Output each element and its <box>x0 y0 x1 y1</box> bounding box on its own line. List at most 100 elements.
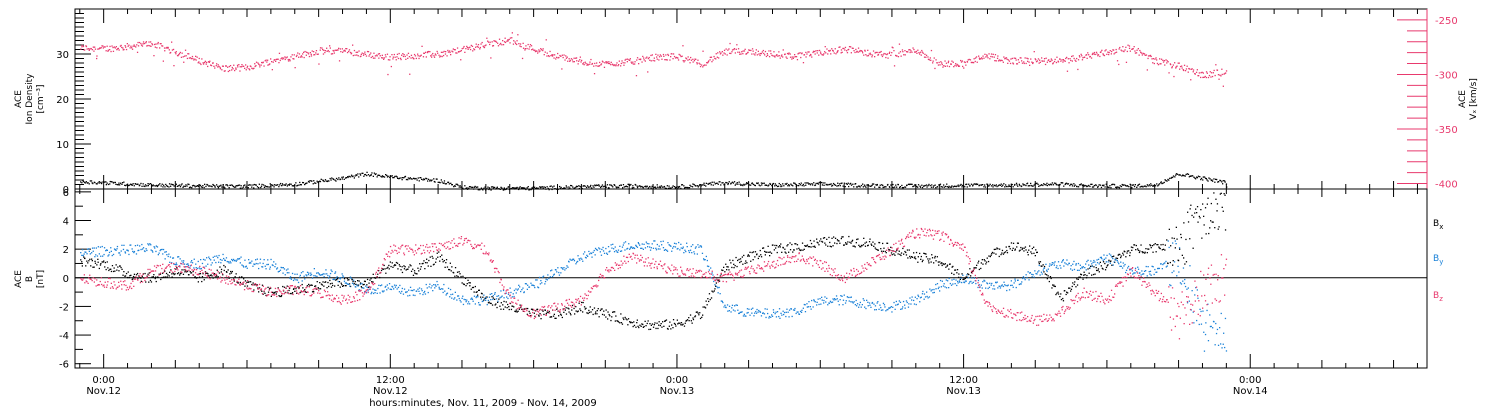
bx-point <box>603 310 605 312</box>
bx-point <box>1201 237 1203 239</box>
vx-point <box>814 50 816 53</box>
bx-point <box>472 286 475 289</box>
bx-point <box>401 271 404 274</box>
by-point <box>232 260 234 262</box>
bx-point <box>928 262 930 264</box>
vx-point <box>125 46 127 48</box>
bx-point <box>1086 274 1088 277</box>
bx-point <box>776 251 778 254</box>
by-point <box>351 282 354 284</box>
vx-point <box>197 62 199 64</box>
vx-point <box>579 59 581 61</box>
bx-point <box>718 280 721 282</box>
density-point <box>182 186 184 188</box>
by-point <box>696 253 698 255</box>
by-point <box>653 240 655 242</box>
bx-point <box>664 320 666 322</box>
vx-point <box>559 54 561 57</box>
bx-point <box>708 300 710 303</box>
vx-point <box>643 57 645 59</box>
bx-point <box>975 267 977 269</box>
density-point <box>232 185 234 187</box>
density-point <box>1091 183 1093 185</box>
vx-point <box>573 57 575 59</box>
vx-point <box>666 59 668 61</box>
vx-point <box>851 47 853 49</box>
bx-point <box>914 256 916 258</box>
density-point <box>208 185 211 187</box>
bx-point <box>798 247 800 249</box>
density-point <box>1139 186 1141 188</box>
bx-point <box>117 266 119 268</box>
vx-point <box>246 65 249 67</box>
vx-point <box>1077 68 1079 71</box>
vx-point <box>310 53 312 55</box>
by-point <box>518 284 520 286</box>
bx-point <box>1016 242 1019 244</box>
density-point <box>521 187 523 189</box>
bx-point <box>958 273 960 275</box>
bx-point <box>1149 244 1151 246</box>
density-point <box>586 185 589 187</box>
by-point <box>793 309 796 311</box>
vx-point <box>600 63 603 65</box>
density-point <box>940 186 942 188</box>
by-point <box>755 312 758 314</box>
density-point <box>731 181 734 183</box>
density-point <box>187 183 189 185</box>
density-point <box>451 184 453 186</box>
density-point <box>299 184 302 186</box>
vx-point <box>188 57 191 59</box>
vx-point <box>423 52 425 54</box>
bx-point <box>500 302 502 304</box>
density-point <box>233 186 235 188</box>
bx-point <box>394 264 396 266</box>
density-point <box>1164 179 1166 181</box>
vx-point <box>1124 49 1126 51</box>
bx-point <box>318 288 320 290</box>
by-point <box>810 308 812 310</box>
by-point <box>512 293 514 295</box>
by-point <box>905 300 908 302</box>
bx-point <box>427 265 429 267</box>
bx-point <box>1209 227 1211 229</box>
vx-point <box>1171 66 1173 68</box>
by-point <box>893 301 895 304</box>
by-point <box>401 287 403 290</box>
density-point <box>914 184 916 186</box>
bx-point <box>577 310 579 312</box>
bx-point <box>851 239 854 241</box>
bx-point <box>1113 255 1115 257</box>
by-point <box>172 257 174 259</box>
bx-point <box>917 256 919 258</box>
by-point <box>86 248 89 250</box>
bx-point <box>600 308 602 310</box>
by-point <box>949 282 951 285</box>
vx-point <box>462 47 465 49</box>
bx-point <box>669 321 671 323</box>
by-point <box>663 249 666 251</box>
bx-point <box>186 271 188 273</box>
bx-point <box>898 250 900 252</box>
bx-point <box>1170 245 1172 247</box>
bx-point <box>651 323 654 325</box>
bx-point <box>845 243 847 245</box>
bx-point <box>410 270 413 272</box>
density-point <box>840 182 842 185</box>
by-point <box>948 287 950 289</box>
vx-point <box>1096 53 1098 55</box>
vx-point <box>360 55 362 57</box>
density-point <box>832 182 835 185</box>
vx-point <box>1191 68 1193 70</box>
bx-point <box>291 292 294 294</box>
by-point <box>168 253 170 255</box>
bx-point <box>1046 278 1048 280</box>
density-point <box>725 181 727 184</box>
density-point <box>1169 177 1171 179</box>
density-point <box>401 177 404 179</box>
density-point <box>319 180 321 182</box>
bx-point <box>439 260 441 262</box>
bx-point <box>282 285 284 288</box>
by-point <box>588 250 590 253</box>
density-point <box>364 174 366 176</box>
